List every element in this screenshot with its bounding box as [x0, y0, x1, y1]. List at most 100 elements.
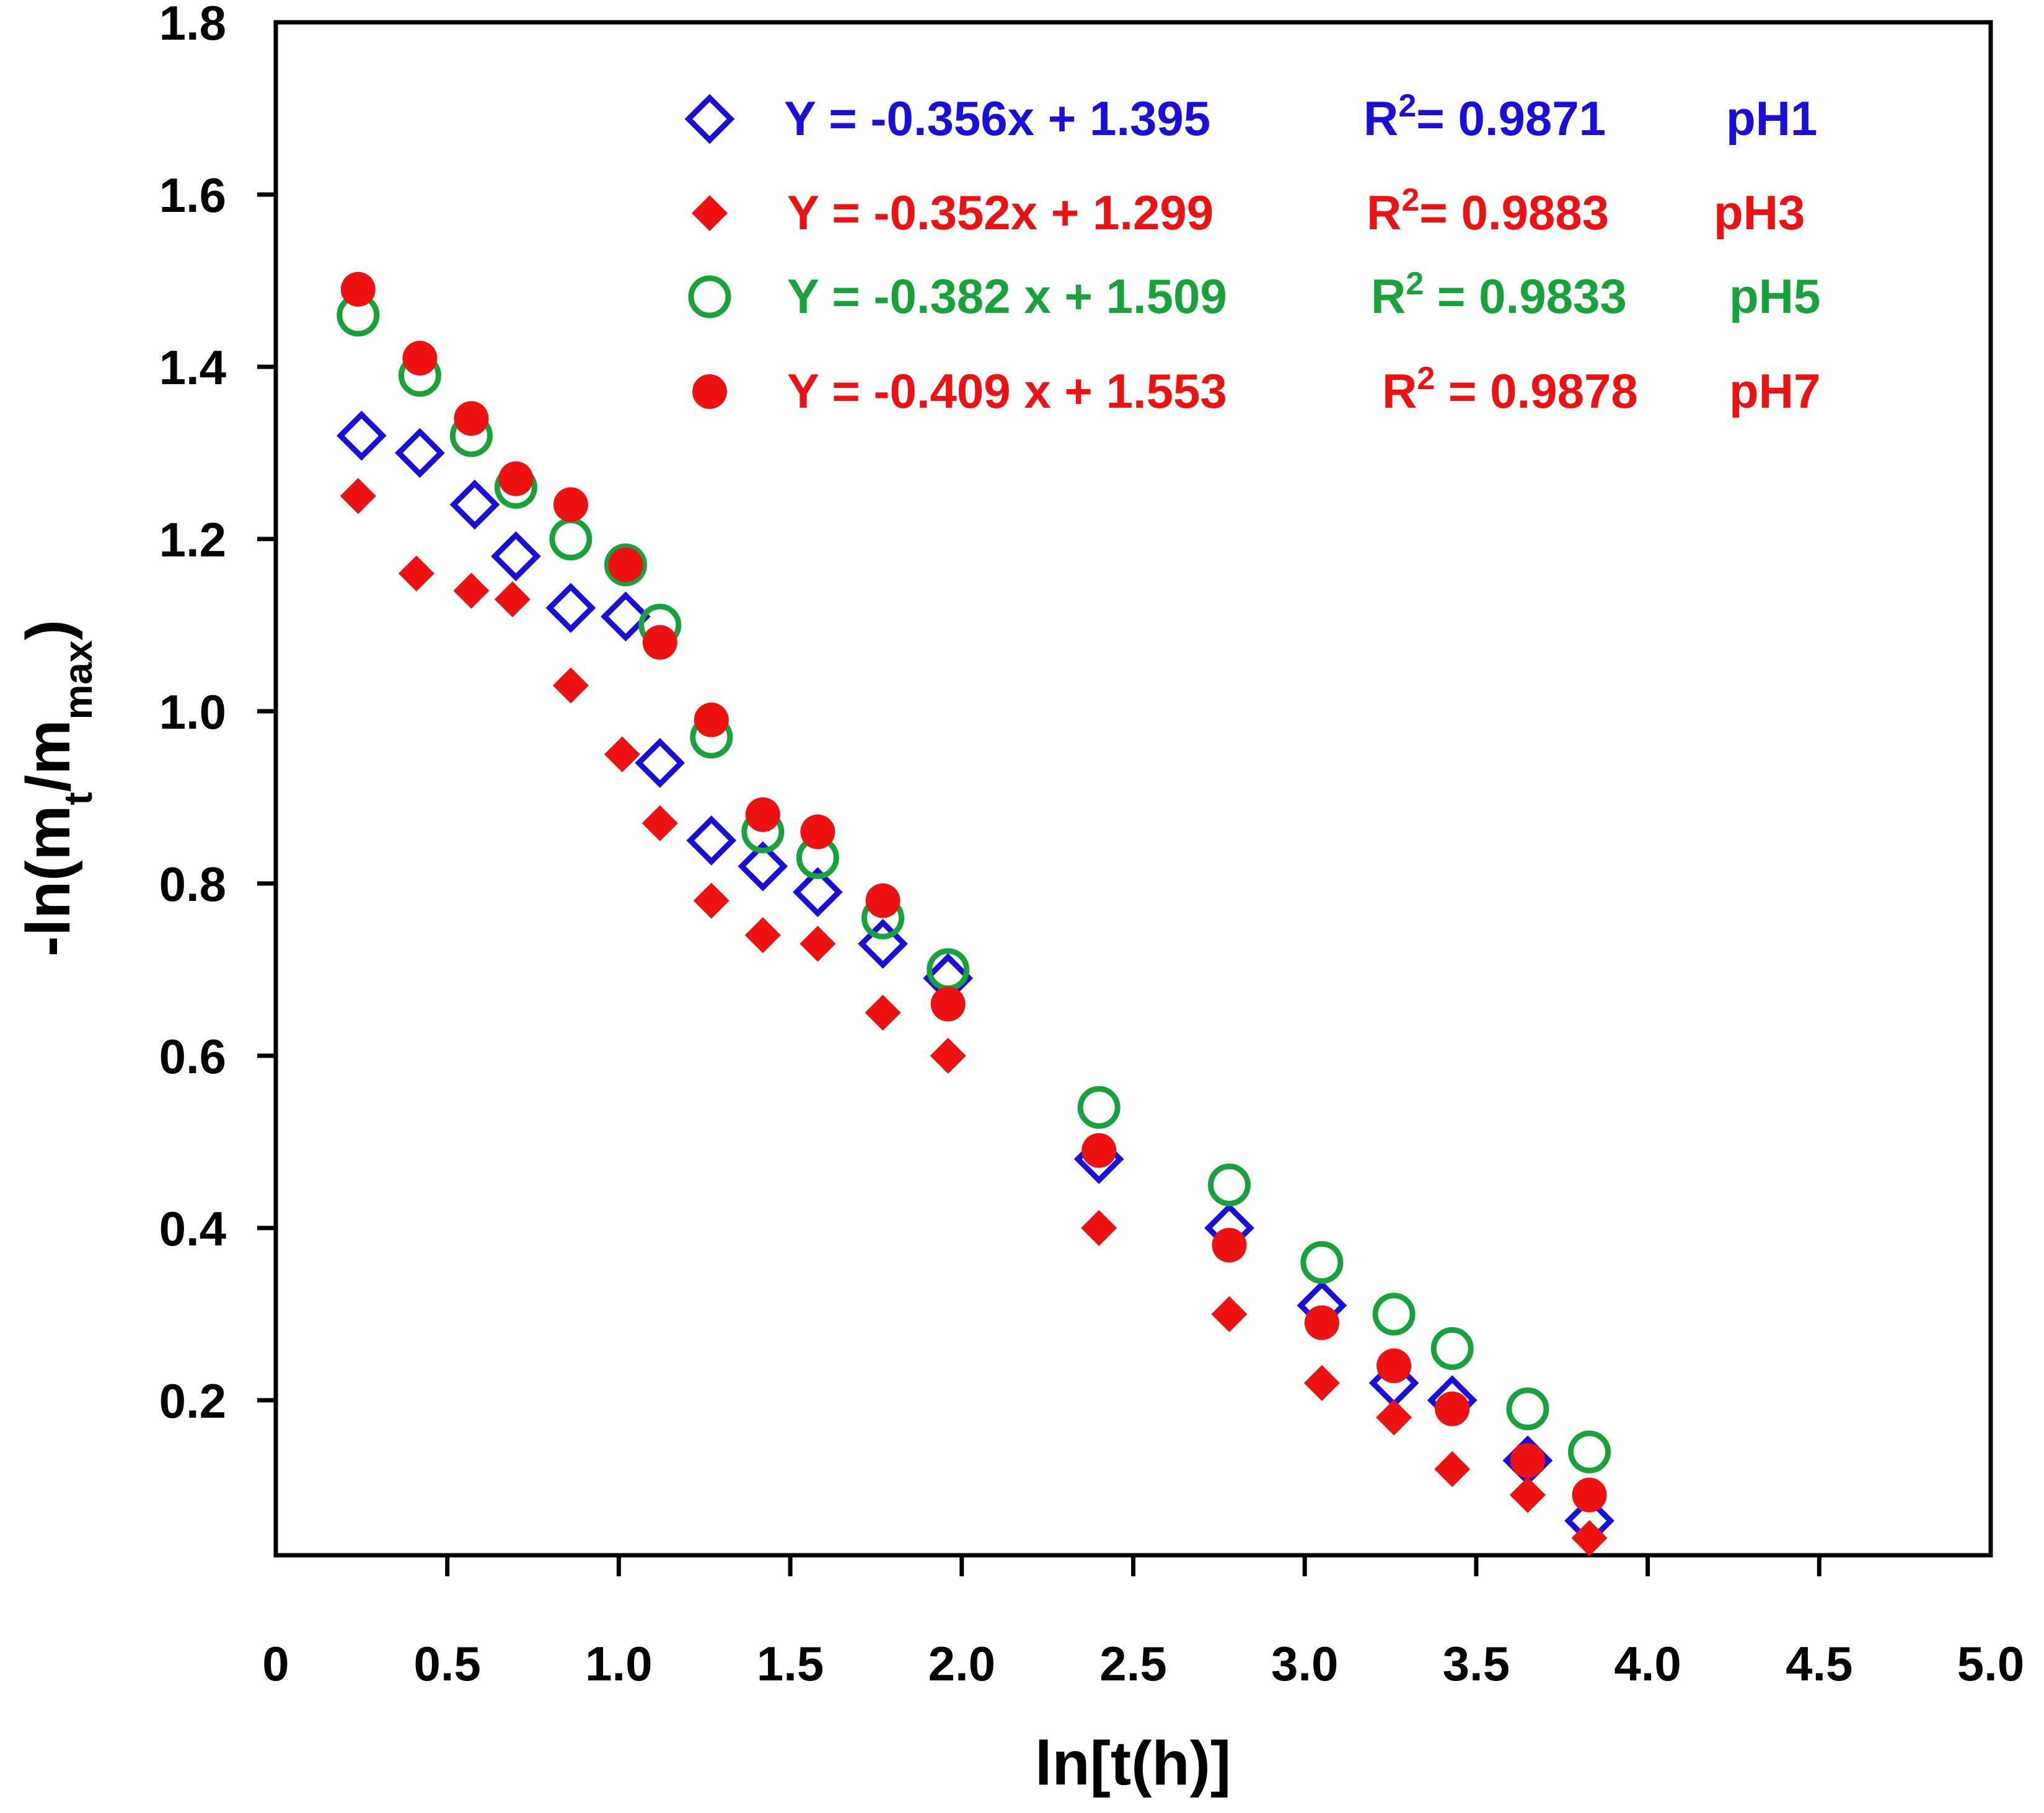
legend-equation: Y = -0.356x + 1.395: [784, 91, 1210, 146]
point-pH3: [744, 917, 781, 954]
point-pH3: [1376, 1399, 1412, 1436]
point-pH3: [604, 736, 640, 773]
y-axis-title: -ln(mt/mmax): [14, 620, 100, 957]
point-pH1: [336, 410, 387, 461]
legend-equation: Y = -0.352x + 1.299: [787, 185, 1214, 240]
point-pH3: [340, 478, 376, 514]
y-tick-label: 1.0: [159, 685, 226, 739]
point-pH7: [865, 883, 901, 918]
x-tick-label: 5.0: [1957, 1636, 2024, 1691]
y-tick-label: 1.6: [159, 168, 226, 222]
point-pH3: [398, 555, 434, 592]
point-pH3: [1571, 1520, 1608, 1556]
point-pH3: [1303, 1365, 1340, 1402]
point-pH1: [635, 737, 685, 788]
legend-entry-pH7: Y = -0.409 x + 1.553 R2 = 0.9878 pH7: [692, 361, 1820, 418]
legend-r-squared: R2 = 0.9878: [1382, 361, 1638, 418]
point-pH5: [1077, 1086, 1121, 1129]
x-axis-title: ln[t(h)]: [1035, 1729, 1231, 1798]
point-pH7: [1212, 1227, 1247, 1263]
series-pH1: [336, 410, 1614, 1546]
point-pH7: [694, 702, 729, 737]
point-pH1: [601, 591, 651, 642]
y-tick-label: 1.8: [159, 0, 226, 50]
point-pH7: [1510, 1443, 1545, 1478]
series-pH7: [340, 271, 1607, 1512]
point-pH5: [604, 543, 647, 587]
point-pH7: [745, 797, 780, 832]
legend-entry-pH3: Y = -0.352x + 1.299 R2= 0.9883 pH3: [692, 182, 1805, 240]
point-pH1: [449, 479, 500, 530]
y-axis: 0.2 0.4 0.6 0.8 1.0 1.2 1.4 1.6 1.8: [159, 0, 276, 1428]
x-tick-label: 4.5: [1786, 1636, 1852, 1691]
x-tick-label: 3.5: [1443, 1636, 1510, 1691]
point-pH5: [1568, 1430, 1611, 1473]
point-pH5: [1300, 1240, 1344, 1284]
x-tick-label: 0: [262, 1636, 289, 1691]
y-tick-label: 0.4: [159, 1201, 226, 1256]
point-pH5: [1207, 1163, 1251, 1206]
point-pH3: [800, 926, 836, 962]
x-tick-label: 2.5: [1099, 1636, 1166, 1691]
legend-marker-pH7: [692, 374, 727, 409]
point-pH1: [793, 867, 843, 918]
point-pH7: [608, 547, 643, 582]
point-pH3: [552, 667, 589, 704]
point-pH3: [494, 581, 531, 618]
point-pH3: [453, 573, 490, 609]
point-pH3: [1081, 1209, 1117, 1246]
y-tick-label: 1.2: [159, 512, 226, 567]
point-pH7: [1081, 1133, 1117, 1168]
point-pH3: [693, 882, 729, 919]
point-pH7: [642, 625, 677, 660]
legend-r-squared: R2= 0.9871: [1363, 88, 1606, 146]
point-pH1: [545, 582, 596, 633]
point-pH3: [1211, 1296, 1248, 1332]
point-pH7: [1435, 1391, 1470, 1426]
legend-equation: Y = -0.409 x + 1.553: [787, 364, 1227, 418]
point-pH7: [930, 986, 966, 1022]
legend-entry-pH1: Y = -0.356x + 1.395 R2= 0.9871 pH1: [684, 88, 1817, 146]
legend-ph-label: pH5: [1729, 269, 1820, 323]
point-pH7: [340, 271, 376, 307]
legend-entry-pH5: Y = -0.382 x + 1.509 R2 = 0.9833 pH5: [688, 266, 1820, 323]
series-pH3: [340, 478, 1608, 1556]
point-pH7: [1304, 1305, 1339, 1340]
point-pH3: [1434, 1451, 1471, 1488]
point-pH5: [1372, 1293, 1416, 1336]
point-pH7: [553, 487, 588, 522]
legend-r-squared: R2 = 0.9833: [1371, 266, 1627, 323]
legend-ph-label: pH1: [1726, 91, 1817, 146]
legend-ph-label: pH3: [1714, 185, 1805, 240]
y-tick-label: 0.2: [159, 1374, 226, 1428]
plot-frame: [273, 20, 1993, 1558]
point-pH7: [402, 341, 438, 376]
point-pH1: [686, 815, 737, 866]
legend-marker-pH1: [684, 94, 735, 144]
point-pH3: [865, 994, 901, 1031]
legend-marker-pH5: [688, 275, 731, 318]
x-axis: 0 0.5 1.0 1.5 2.0 2.5 3.0 3.5 4.0 4.5 5.0: [262, 1555, 2024, 1691]
point-pH1: [738, 841, 788, 892]
point-pH7: [498, 461, 534, 496]
point-pH5: [549, 517, 592, 561]
point-pH1: [491, 531, 541, 582]
legend-r-squared: R2= 0.9883: [1367, 182, 1609, 240]
x-tick-label: 0.5: [413, 1636, 480, 1691]
y-tick-label: 1.4: [159, 340, 226, 395]
point-pH3: [641, 805, 678, 841]
y-tick-label: 0.6: [159, 1029, 226, 1084]
point-pH7: [1377, 1348, 1412, 1384]
point-pH1: [395, 428, 445, 478]
x-tick-label: 2.0: [928, 1636, 995, 1691]
legend-equation: Y = -0.382 x + 1.509: [787, 269, 1227, 323]
point-pH7: [454, 401, 489, 436]
point-pH3: [930, 1037, 966, 1074]
data-points: [336, 271, 1614, 1556]
point-pH7: [800, 814, 835, 849]
legend-marker-pH3: [692, 195, 728, 231]
x-tick-label: 4.0: [1614, 1636, 1681, 1691]
point-pH5: [1430, 1327, 1474, 1370]
x-tick-label: 3.0: [1271, 1636, 1338, 1691]
